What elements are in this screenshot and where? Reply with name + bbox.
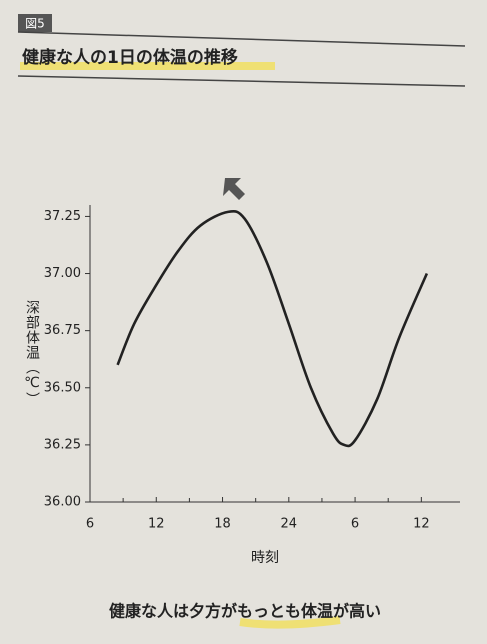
heading: 健康な人の1日の体温の推移 [22, 47, 238, 68]
highlight [239, 616, 341, 629]
y-tick-label: 36.25 [44, 437, 81, 452]
x-tick-label: 24 [281, 517, 298, 532]
caption: 健康な人は夕方がもっとも体温が高い [109, 602, 381, 621]
x-tick-label: 12 [413, 517, 430, 532]
x-tick-label: 6 [351, 517, 359, 532]
y-tick-label: 36.75 [44, 323, 81, 338]
y-tick-label: 37.25 [44, 209, 81, 224]
peak-arrow [223, 178, 245, 200]
rule [17, 75, 466, 87]
x-tick-label: 12 [148, 517, 165, 532]
y-tick-label: 36.00 [44, 495, 81, 510]
x-tick-label: 18 [214, 517, 231, 532]
x-axis-title: 時刻 [251, 550, 279, 566]
y-tick-label: 37.00 [44, 266, 81, 281]
highlight [20, 62, 275, 70]
x-tick-label: 6 [86, 517, 94, 532]
figure-label: 図5 [25, 17, 45, 31]
rule [17, 31, 466, 47]
line [116, 209, 429, 448]
y-tick-label: 36.50 [44, 380, 81, 395]
figure-tag [18, 14, 52, 32]
y-axis-title: 深部体温（℃） [24, 300, 40, 407]
